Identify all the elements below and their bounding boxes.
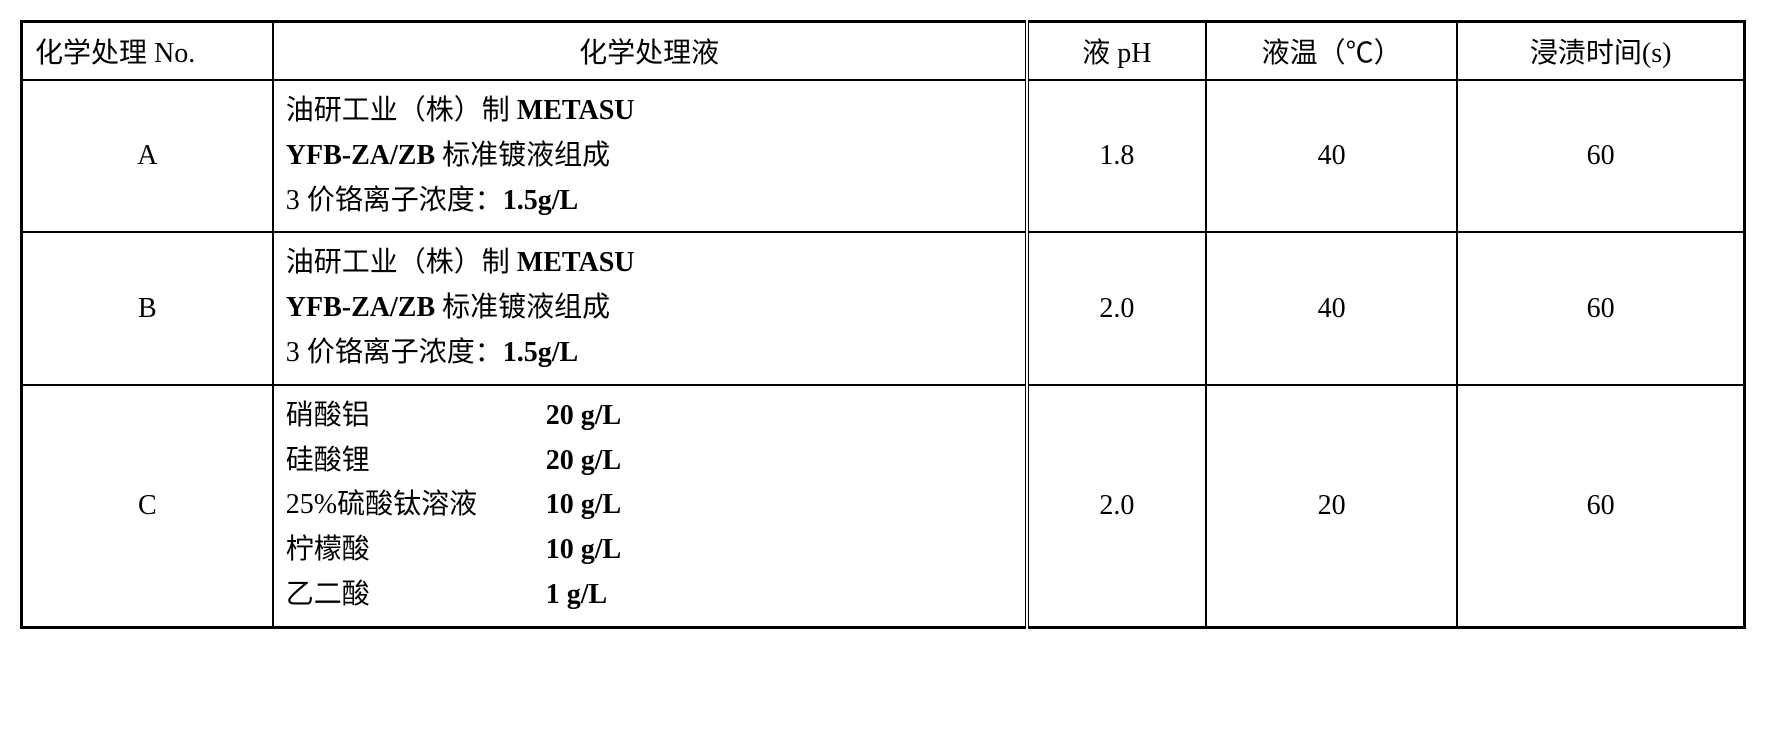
cell-liquid-c: 硝酸铝20 g/L 硅酸锂20 g/L 25%硫酸钛溶液10 g/L 柠檬酸10… [273, 385, 1027, 627]
component-row: 硝酸铝20 g/L [286, 394, 1013, 439]
cell-ph-a: 1.8 [1027, 80, 1206, 232]
liquid-text: 3 价铬离子浓度： [286, 337, 503, 368]
header-liquid: 化学处理液 [273, 22, 1027, 81]
component-name: 柠檬酸 [286, 528, 546, 573]
table-body: A 油研工业（株）制 METASU YFB-ZA/ZB 标准镀液组成 3 价铬离… [22, 80, 1745, 627]
header-row: 化学处理 No. 化学处理液 液 pH 液温（℃） 浸渍时间(s) [22, 22, 1745, 81]
component-value: 20 g/L [546, 394, 621, 439]
liquid-text: 油研工业（株）制 [286, 247, 517, 278]
chemical-treatment-table: 化学处理 No. 化学处理液 液 pH 液温（℃） 浸渍时间(s) A 油研工业… [20, 20, 1746, 629]
liquid-line: 油研工业（株）制 METASU [286, 89, 1013, 134]
component-value: 20 g/L [546, 439, 621, 484]
cell-time-b: 60 [1457, 232, 1744, 384]
component-row: 柠檬酸10 g/L [286, 528, 1013, 573]
cell-ph-c: 2.0 [1027, 385, 1206, 627]
table-row: B 油研工业（株）制 METASU YFB-ZA/ZB 标准镀液组成 3 价铬离… [22, 232, 1745, 384]
liquid-text: 标准镀液组成 [442, 140, 610, 171]
component-name: 硝酸铝 [286, 394, 546, 439]
cell-time-a: 60 [1457, 80, 1744, 232]
liquid-content-c: 硝酸铝20 g/L 硅酸锂20 g/L 25%硫酸钛溶液10 g/L 柠檬酸10… [286, 394, 1013, 618]
header-time: 浸渍时间(s) [1457, 22, 1744, 81]
liquid-line: 油研工业（株）制 METASU [286, 241, 1013, 286]
component-value: 10 g/L [546, 483, 621, 528]
liquid-bold: METASU [517, 95, 635, 126]
table-header: 化学处理 No. 化学处理液 液 pH 液温（℃） 浸渍时间(s) [22, 22, 1745, 81]
cell-temp-b: 40 [1206, 232, 1457, 384]
table-row: A 油研工业（株）制 METASU YFB-ZA/ZB 标准镀液组成 3 价铬离… [22, 80, 1745, 232]
liquid-text: 油研工业（株）制 [286, 95, 517, 126]
cell-ph-b: 2.0 [1027, 232, 1206, 384]
component-name: 硅酸锂 [286, 439, 546, 484]
component-value: 10 g/L [546, 528, 621, 573]
component-name: 乙二酸 [286, 573, 546, 618]
cell-temp-c: 20 [1206, 385, 1457, 627]
liquid-content-b: 油研工业（株）制 METASU YFB-ZA/ZB 标准镀液组成 3 价铬离子浓… [286, 241, 1013, 375]
liquid-bold: METASU [517, 247, 635, 278]
liquid-line: 3 价铬离子浓度：1.5g/L [286, 331, 1013, 376]
liquid-text: 3 价铬离子浓度： [286, 185, 503, 216]
cell-time-c: 60 [1457, 385, 1744, 627]
component-row: 硅酸锂20 g/L [286, 439, 1013, 484]
component-name: 25%硫酸钛溶液 [286, 483, 546, 528]
component-row: 乙二酸1 g/L [286, 573, 1013, 618]
liquid-content-a: 油研工业（株）制 METASU YFB-ZA/ZB 标准镀液组成 3 价铬离子浓… [286, 89, 1013, 223]
cell-liquid-b: 油研工业（株）制 METASU YFB-ZA/ZB 标准镀液组成 3 价铬离子浓… [273, 232, 1027, 384]
cell-temp-a: 40 [1206, 80, 1457, 232]
component-value: 1 g/L [546, 573, 607, 618]
liquid-text: 标准镀液组成 [442, 292, 610, 323]
cell-no-c: C [22, 385, 273, 627]
cell-no-a: A [22, 80, 273, 232]
header-ph: 液 pH [1027, 22, 1206, 81]
table-row: C 硝酸铝20 g/L 硅酸锂20 g/L 25%硫酸钛溶液10 g/L 柠檬酸… [22, 385, 1745, 627]
liquid-bold: 1.5g/L [503, 337, 578, 368]
component-row: 25%硫酸钛溶液10 g/L [286, 483, 1013, 528]
liquid-line: YFB-ZA/ZB 标准镀液组成 [286, 134, 1013, 179]
liquid-bold: YFB-ZA/ZB [286, 140, 442, 171]
header-temp: 液温（℃） [1206, 22, 1457, 81]
liquid-bold: YFB-ZA/ZB [286, 292, 442, 323]
cell-no-b: B [22, 232, 273, 384]
liquid-line: 3 价铬离子浓度：1.5g/L [286, 179, 1013, 224]
cell-liquid-a: 油研工业（株）制 METASU YFB-ZA/ZB 标准镀液组成 3 价铬离子浓… [273, 80, 1027, 232]
header-no: 化学处理 No. [22, 22, 273, 81]
liquid-bold: 1.5g/L [503, 185, 578, 216]
liquid-line: YFB-ZA/ZB 标准镀液组成 [286, 286, 1013, 331]
